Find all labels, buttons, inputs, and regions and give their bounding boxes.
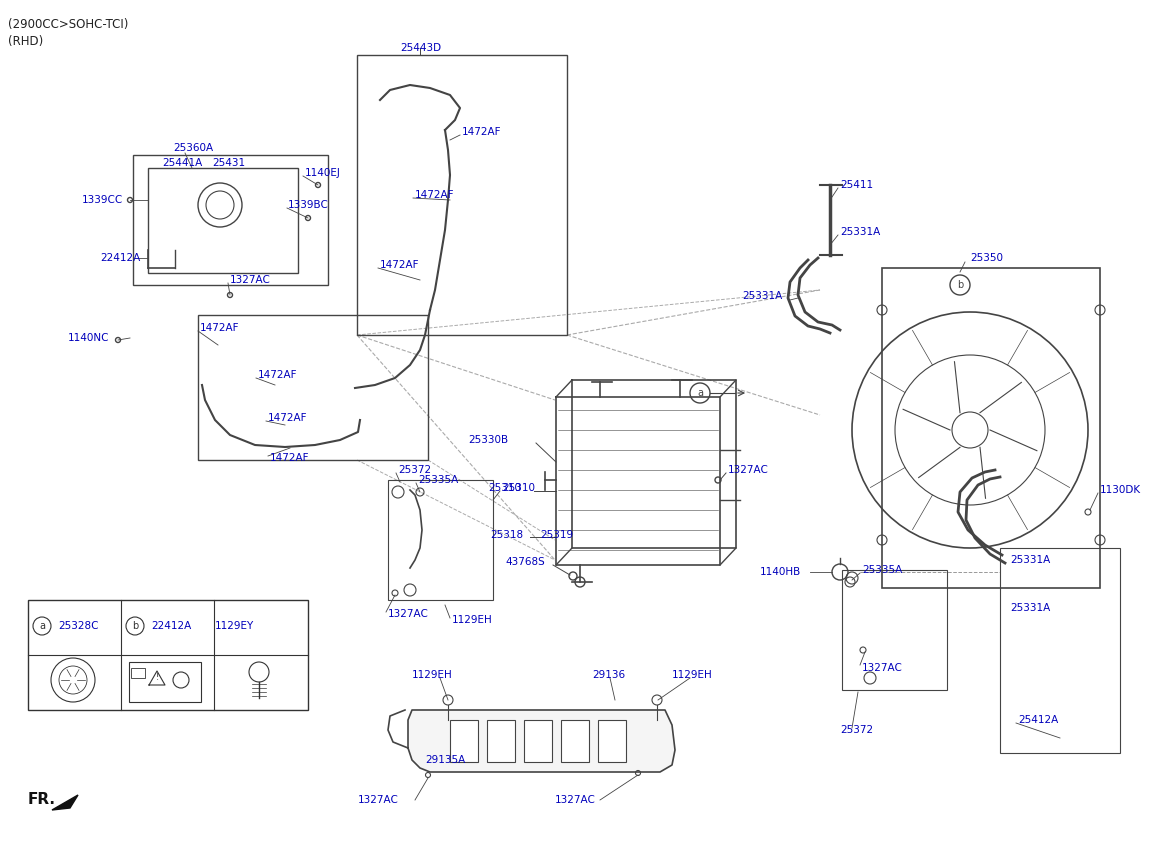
Text: b: b — [132, 621, 138, 631]
Text: (2900CC>SOHC-TCI): (2900CC>SOHC-TCI) — [8, 18, 129, 31]
Text: 25328C: 25328C — [58, 621, 99, 631]
Text: 22412A: 22412A — [100, 253, 140, 263]
Bar — [131, 668, 145, 678]
Text: 1472AF: 1472AF — [258, 370, 298, 380]
Text: 25319: 25319 — [540, 530, 573, 540]
Text: 1140HB: 1140HB — [760, 567, 801, 577]
Bar — [388, 480, 493, 600]
Text: 1327AC: 1327AC — [229, 275, 271, 285]
Text: 22412A: 22412A — [151, 621, 191, 631]
Text: 25372: 25372 — [398, 465, 431, 475]
Text: 25360A: 25360A — [173, 143, 213, 153]
Text: (RHD): (RHD) — [8, 35, 43, 48]
Text: 25331A: 25331A — [1009, 603, 1050, 613]
Text: 1327AC: 1327AC — [358, 795, 399, 805]
Bar — [148, 168, 298, 273]
Text: FR.: FR. — [28, 793, 56, 807]
Bar — [882, 268, 1100, 588]
Text: 1339CC: 1339CC — [82, 195, 123, 205]
Text: 1129EH: 1129EH — [452, 615, 493, 625]
Bar — [524, 720, 552, 762]
Text: 1472AF: 1472AF — [268, 413, 307, 423]
Bar — [487, 720, 515, 762]
Text: 25431: 25431 — [212, 158, 245, 168]
Text: !: ! — [155, 672, 159, 682]
Text: 25412A: 25412A — [1018, 715, 1058, 725]
Text: 1472AF: 1472AF — [415, 190, 454, 200]
Text: 25372: 25372 — [840, 725, 873, 735]
Text: 25411: 25411 — [840, 180, 873, 190]
Text: 1130DK: 1130DK — [1100, 485, 1142, 495]
Text: 1129EH: 1129EH — [411, 670, 453, 680]
Text: 25335A: 25335A — [862, 565, 902, 575]
Text: 1472AF: 1472AF — [462, 127, 502, 137]
Text: 25335A: 25335A — [418, 475, 458, 485]
Text: 1472AF: 1472AF — [201, 323, 240, 333]
Polygon shape — [408, 710, 675, 772]
Text: 29135A: 29135A — [425, 755, 465, 765]
Bar — [129, 662, 201, 702]
Text: 1327AC: 1327AC — [388, 609, 429, 619]
Text: 1472AF: 1472AF — [270, 453, 309, 463]
Text: 25331A: 25331A — [742, 291, 782, 301]
Text: 25330B: 25330B — [468, 435, 508, 445]
Text: 25331A: 25331A — [840, 227, 880, 237]
Text: 25310: 25310 — [488, 483, 522, 493]
Bar — [357, 55, 567, 335]
Text: 25331A: 25331A — [1009, 555, 1050, 565]
Bar — [841, 570, 947, 690]
Text: 43768S: 43768S — [505, 557, 545, 567]
Text: 25443D: 25443D — [400, 43, 442, 53]
Text: a: a — [697, 388, 704, 398]
Bar — [561, 720, 589, 762]
Text: 25441A: 25441A — [162, 158, 203, 168]
Text: 25310: 25310 — [502, 483, 535, 493]
Text: 25318: 25318 — [490, 530, 523, 540]
Text: 1472AF: 1472AF — [380, 260, 420, 270]
Bar — [28, 600, 308, 710]
Text: 29136: 29136 — [592, 670, 625, 680]
Text: 1327AC: 1327AC — [862, 663, 903, 673]
Text: 1129EH: 1129EH — [672, 670, 713, 680]
Bar — [1000, 548, 1120, 753]
Polygon shape — [52, 795, 78, 810]
Text: 1140EJ: 1140EJ — [305, 168, 341, 178]
Bar — [598, 720, 626, 762]
Text: 1339BC: 1339BC — [287, 200, 329, 210]
Text: 1129EY: 1129EY — [214, 621, 254, 631]
Text: a: a — [39, 621, 45, 631]
Bar — [198, 315, 428, 460]
Bar — [133, 155, 328, 285]
Text: b: b — [957, 280, 963, 290]
Text: 1140NC: 1140NC — [68, 333, 109, 343]
Text: 25350: 25350 — [970, 253, 1003, 263]
Bar — [450, 720, 478, 762]
Text: 1327AC: 1327AC — [728, 465, 768, 475]
Text: 1327AC: 1327AC — [555, 795, 596, 805]
